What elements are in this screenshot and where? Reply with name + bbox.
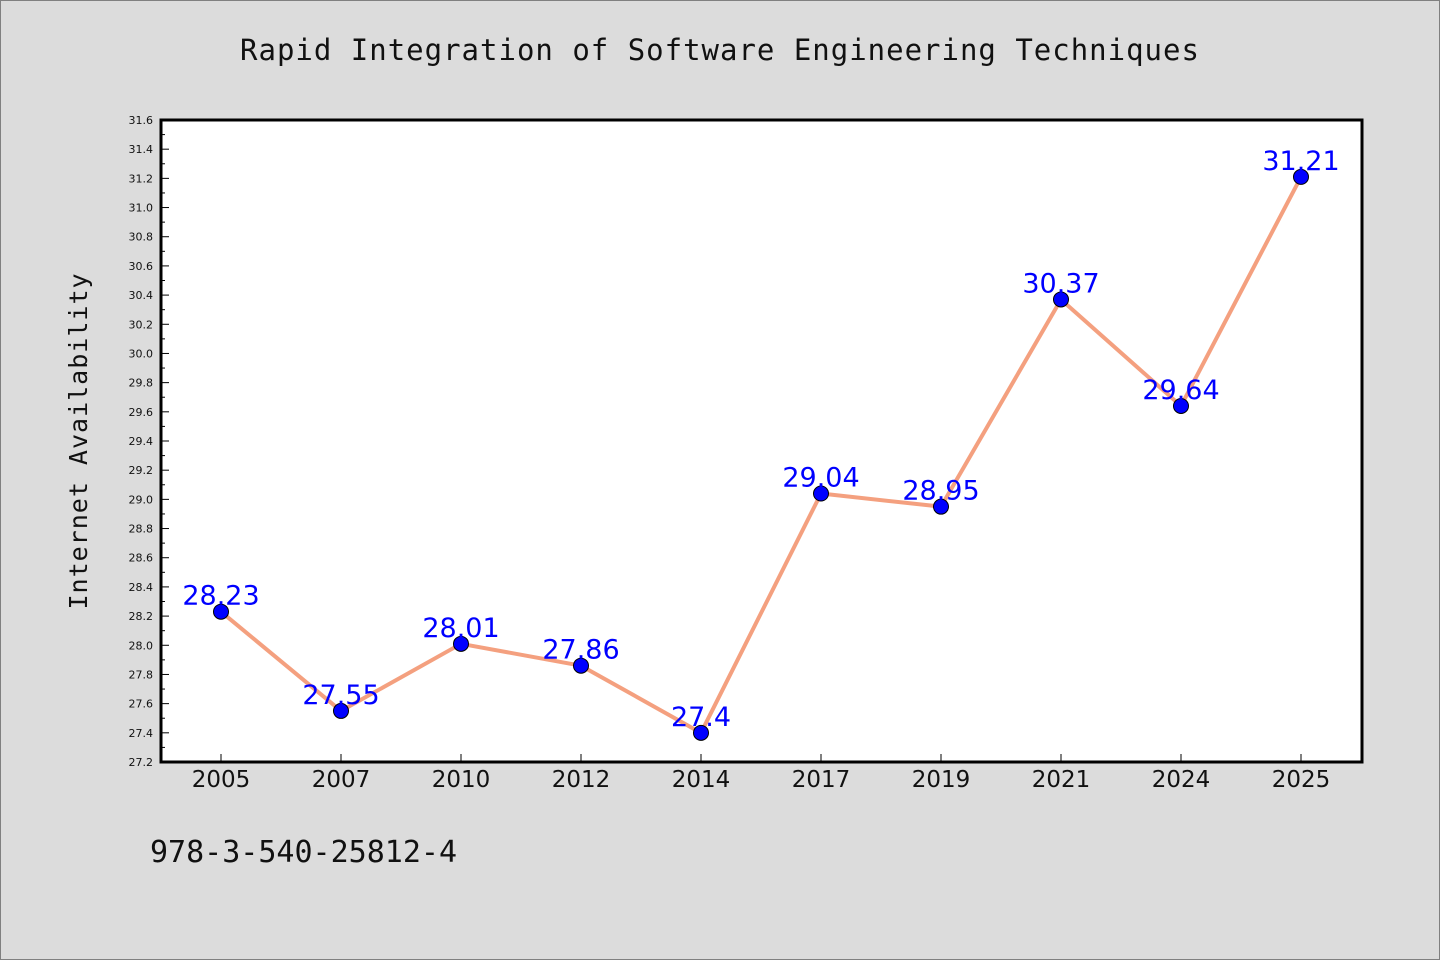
x-tick-label: 2005 xyxy=(192,767,251,793)
data-label: 30.37 xyxy=(1022,268,1099,299)
y-tick-label: 30.2 xyxy=(129,318,154,331)
x-tick-label: 2024 xyxy=(1152,767,1211,793)
data-point xyxy=(213,603,229,620)
data-point xyxy=(1053,291,1069,308)
y-tick-label: 28.2 xyxy=(129,610,154,623)
data-point xyxy=(333,702,349,719)
x-tick-label: 2007 xyxy=(312,767,371,793)
y-axis-label: Internet Availability xyxy=(64,272,93,609)
y-tick-label: 30.8 xyxy=(129,231,154,244)
y-tick-label: 30.6 xyxy=(129,260,154,273)
series xyxy=(213,168,1309,741)
x-tick-label: 2010 xyxy=(432,767,491,793)
y-tick-label: 29.0 xyxy=(129,493,154,506)
data-labels: 28.23 27.55 28.01 27.86 27.4 29.04 28.95 30.37 2… xyxy=(182,146,1339,733)
y-tick-label: 28.8 xyxy=(129,523,154,536)
y-axis: 27.2 27.4 27.6 27.8 28.0 28.2 28.4 28.6 28.8 29.0… xyxy=(129,114,169,769)
y-tick-label: 29.8 xyxy=(129,377,154,390)
y-tick-label: 27.4 xyxy=(129,727,154,740)
data-point xyxy=(573,657,589,674)
data-label: 31.21 xyxy=(1262,146,1339,177)
chart-title: Rapid Integration of Software Engineerin… xyxy=(240,33,1200,67)
y-tick-label: 28.4 xyxy=(129,581,154,594)
x-tick-label: 2012 xyxy=(552,767,611,793)
y-tick-label: 29.6 xyxy=(129,406,154,419)
y-tick-label: 29.4 xyxy=(129,435,154,448)
data-point xyxy=(1293,168,1309,185)
x-tick-label: 2017 xyxy=(792,767,851,793)
data-label: 27.4 xyxy=(671,702,731,733)
y-tick-label: 28.0 xyxy=(129,639,154,652)
y-tick-label: 27.8 xyxy=(129,668,154,681)
y-tick-label: 30.0 xyxy=(129,347,154,360)
series-line xyxy=(219,175,1303,735)
footer-code: 978-3-540-25812-4 xyxy=(150,835,458,870)
data-label: 29.64 xyxy=(1142,375,1219,406)
x-tick-label: 2025 xyxy=(1272,767,1331,793)
data-point xyxy=(933,498,949,515)
data-point xyxy=(1173,397,1189,414)
data-label: 27.55 xyxy=(302,680,379,711)
y-tick-label: 27.2 xyxy=(129,756,154,769)
data-label: 27.86 xyxy=(542,635,619,666)
data-point xyxy=(453,635,469,652)
x-tick-label: 2021 xyxy=(1032,767,1091,793)
y-tick-label: 31.6 xyxy=(129,114,154,127)
y-tick-label: 28.6 xyxy=(129,552,154,565)
y-tick-label: 31.4 xyxy=(129,143,154,156)
data-label: 28.23 xyxy=(182,581,259,612)
y-tick-label: 31.0 xyxy=(129,202,154,215)
data-label: 28.01 xyxy=(422,613,499,644)
x-tick-label: 2019 xyxy=(912,767,971,793)
y-tick-label: 31.2 xyxy=(129,172,154,185)
data-label: 29.04 xyxy=(782,463,859,494)
y-tick-label: 27.6 xyxy=(129,698,154,711)
data-label: 28.95 xyxy=(902,476,979,507)
plot-area xyxy=(159,118,1364,764)
data-point xyxy=(693,724,709,741)
x-tick-label: 2014 xyxy=(672,767,731,793)
y-tick-label: 30.4 xyxy=(129,289,154,302)
data-point xyxy=(813,485,829,502)
x-axis: 2005 2007 2010 2012 2014 2017 2019 2021 2024 2025 xyxy=(192,754,1331,793)
y-tick-label: 29.2 xyxy=(129,464,154,477)
